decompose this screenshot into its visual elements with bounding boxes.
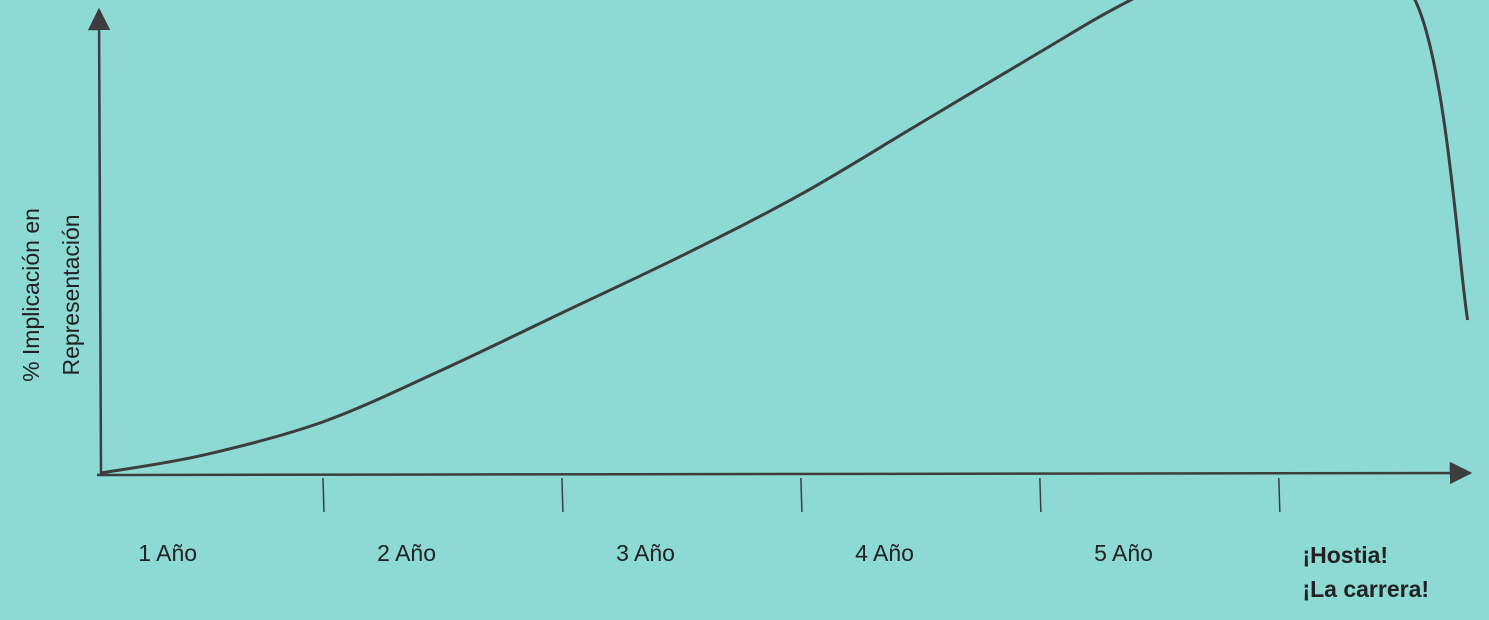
- x-tick: [1039, 477, 1042, 513]
- x-category-label: ¡La carrera!: [1302, 576, 1429, 602]
- x-category-label: ¡Hostia!: [1302, 542, 1388, 568]
- y-axis-label: Representación: [58, 214, 84, 375]
- x-category-label: 3 Año: [616, 540, 675, 566]
- x-category-label: 1 Año: [138, 540, 197, 566]
- y-axis: [87, 7, 111, 477]
- x-category-label: 4 Año: [855, 540, 914, 566]
- y-axis-label: % Implicación en: [18, 208, 44, 382]
- line: [100, 0, 1470, 475]
- x-category-label: 5 Año: [1094, 540, 1153, 566]
- x-tick: [1278, 477, 1281, 513]
- x-tick: [561, 477, 564, 513]
- x-category-label: 2 Año: [377, 540, 436, 566]
- x-axis: [96, 461, 1473, 485]
- x-tick: [800, 477, 803, 513]
- x-tick: [322, 477, 325, 513]
